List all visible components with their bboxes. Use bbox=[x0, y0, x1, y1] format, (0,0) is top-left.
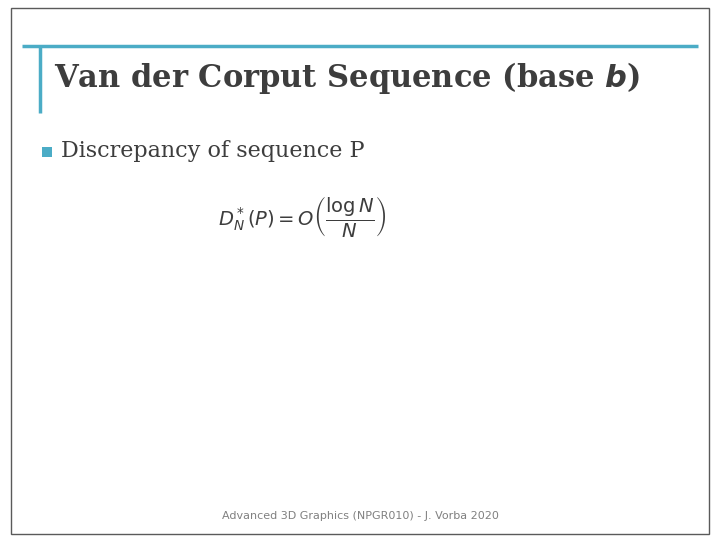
Text: Discrepancy of sequence P: Discrepancy of sequence P bbox=[61, 140, 365, 162]
Text: Van der Corput Sequence (base $\boldsymbol{b}$): Van der Corput Sequence (base $\boldsymb… bbox=[54, 60, 640, 96]
Bar bbox=[42, 147, 52, 157]
Text: Advanced 3D Graphics (NPGR010) - J. Vorba 2020: Advanced 3D Graphics (NPGR010) - J. Vorb… bbox=[222, 511, 498, 521]
Text: $D_N^*(P) = O\left(\dfrac{\log N}{N}\right)$: $D_N^*(P) = O\left(\dfrac{\log N}{N}\rig… bbox=[218, 193, 387, 239]
